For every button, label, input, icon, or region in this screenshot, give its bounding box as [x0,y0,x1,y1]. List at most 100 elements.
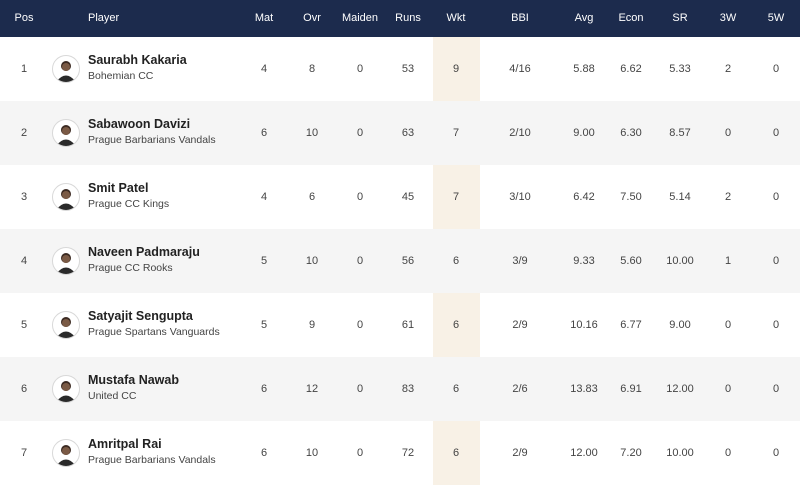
pos-cell: 3 [20,191,28,203]
wkt-cell: 7 [452,127,460,139]
bbi-cell: 2/6 [512,383,528,395]
pos-cell: 6 [20,383,28,395]
player-team: Prague CC Kings [88,198,170,210]
wkt-cell: 7 [452,191,460,203]
mat-cell: 6 [260,447,268,459]
pos-cell: 4 [20,255,28,267]
header-maiden[interactable]: Maiden [341,12,379,24]
5w-cell: 0 [772,319,780,331]
maiden-cell: 0 [356,255,364,267]
player-avatar-icon [52,119,80,147]
mat-cell: 4 [260,191,268,203]
header-ovr[interactable]: Ovr [303,12,321,24]
player-name[interactable]: Naveen Padmaraju [88,245,200,259]
avg-cell: 9.33 [573,255,595,267]
header-3w[interactable]: 3W [719,12,737,24]
maiden-cell: 0 [356,127,364,139]
player-name[interactable]: Mustafa Nawab [88,373,179,387]
pos-cell: 1 [20,63,28,75]
sr-cell: 8.57 [669,127,691,139]
avg-cell: 12.00 [570,447,598,459]
header-mat[interactable]: Mat [254,12,274,24]
econ-cell: 7.20 [620,447,642,459]
player-name[interactable]: Saurabh Kakaria [88,53,187,67]
ovr-cell: 6 [308,191,316,203]
player-avatar-icon [52,311,80,339]
3w-cell: 2 [724,63,732,75]
table-row[interactable]: 7 Amritpal Rai Prague Barbarians Vandals… [0,421,800,485]
econ-cell: 7.50 [620,191,642,203]
sr-cell: 12.00 [666,383,694,395]
runs-cell: 56 [401,255,415,267]
maiden-cell: 0 [356,319,364,331]
header-pos[interactable]: Pos [14,12,34,24]
sr-cell: 9.00 [669,319,691,331]
player-name[interactable]: Sabawoon Davizi [88,117,191,131]
table-row[interactable]: 2 Sabawoon Davizi Prague Barbarians Vand… [0,101,800,165]
maiden-cell: 0 [356,447,364,459]
pos-cell: 7 [20,447,28,459]
5w-cell: 0 [772,191,780,203]
runs-cell: 53 [401,63,415,75]
table-row[interactable]: 6 Mustafa Nawab United CC 6 12 0 83 6 2/… [0,357,800,421]
table-row[interactable]: 4 Naveen Padmaraju Prague CC Rooks 5 10 … [0,229,800,293]
table-row[interactable]: 1 Saurabh Kakaria Bohemian CC 4 8 0 53 9… [0,37,800,101]
header-avg[interactable]: Avg [574,12,594,24]
player-avatar-icon [52,439,80,467]
3w-cell: 0 [724,383,732,395]
mat-cell: 5 [260,319,268,331]
3w-cell: 2 [724,191,732,203]
player-team: Prague Barbarians Vandals [88,454,216,466]
header-runs[interactable]: Runs [395,12,421,24]
mat-cell: 5 [260,255,268,267]
header-5w[interactable]: 5W [767,12,785,24]
header-econ[interactable]: Econ [618,12,644,24]
3w-cell: 1 [724,255,732,267]
econ-cell: 6.91 [620,383,642,395]
bbi-cell: 3/9 [512,255,528,267]
bbi-cell: 2/9 [512,319,528,331]
maiden-cell: 0 [356,383,364,395]
sr-cell: 10.00 [666,255,694,267]
runs-cell: 63 [401,127,415,139]
ovr-cell: 10 [305,255,319,267]
header-bbi[interactable]: BBI [511,12,529,24]
player-avatar-icon [52,55,80,83]
player-team: Prague CC Rooks [88,262,173,274]
bbi-cell: 4/16 [509,63,531,75]
header-wkt[interactable]: Wkt [446,12,466,24]
runs-cell: 45 [401,191,415,203]
bbi-cell: 3/10 [509,191,531,203]
5w-cell: 0 [772,127,780,139]
3w-cell: 0 [724,447,732,459]
wkt-cell: 6 [452,383,460,395]
avg-cell: 13.83 [570,383,598,395]
sr-cell: 10.00 [666,447,694,459]
5w-cell: 0 [772,383,780,395]
ovr-cell: 10 [305,127,319,139]
3w-cell: 0 [724,127,732,139]
avg-cell: 5.88 [573,63,595,75]
maiden-cell: 0 [356,191,364,203]
player-avatar-icon [52,375,80,403]
maiden-cell: 0 [356,63,364,75]
pos-cell: 2 [20,127,28,139]
table-row[interactable]: 5 Satyajit Sengupta Prague Spartans Vang… [0,293,800,357]
table-row[interactable]: 3 Smit Patel Prague CC Kings 4 6 0 45 7 … [0,165,800,229]
sr-cell: 5.14 [669,191,691,203]
player-team: Bohemian CC [88,70,154,82]
player-name[interactable]: Amritpal Rai [88,437,162,451]
econ-cell: 6.77 [620,319,642,331]
avg-cell: 10.16 [570,319,598,331]
mat-cell: 6 [260,383,268,395]
player-name[interactable]: Smit Patel [88,181,149,195]
5w-cell: 0 [772,255,780,267]
avg-cell: 9.00 [573,127,595,139]
player-name[interactable]: Satyajit Sengupta [88,309,193,323]
player-team: Prague Barbarians Vandals [88,134,216,146]
bbi-cell: 2/10 [509,127,531,139]
header-sr[interactable]: SR [672,12,688,24]
ovr-cell: 10 [305,447,319,459]
header-player[interactable]: Player [88,12,120,24]
